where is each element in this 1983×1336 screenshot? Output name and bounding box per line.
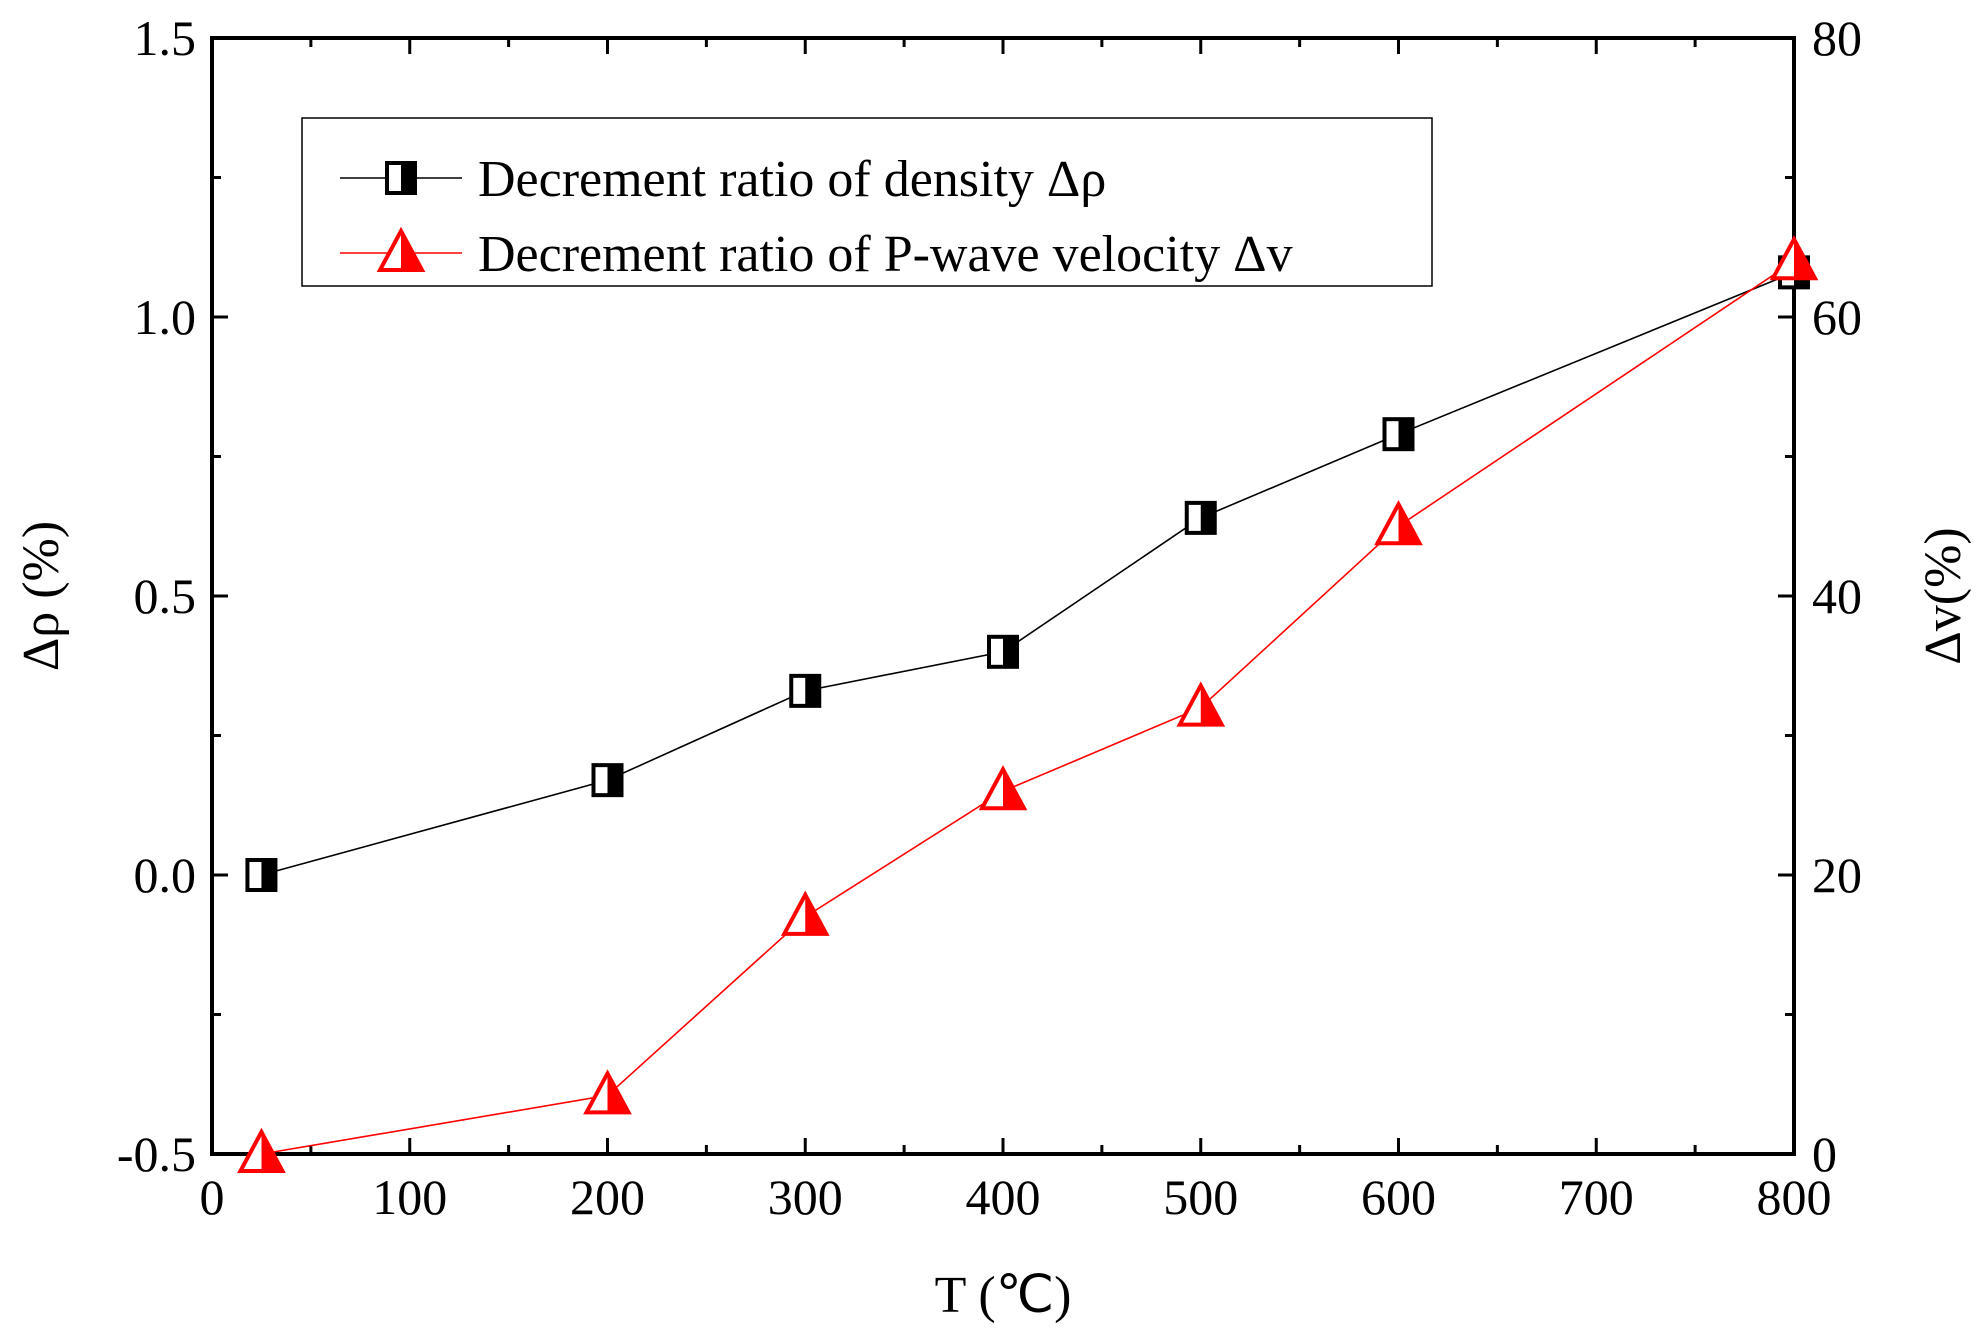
x-tick-label: 300 [768, 1169, 843, 1225]
data-point-density [1382, 417, 1415, 452]
x-tick-label: 100 [372, 1169, 447, 1225]
y-right-tick-label: 20 [1812, 847, 1862, 903]
legend-entry-density: Decrement ratio of density Δρ [340, 151, 1106, 208]
data-point-density [591, 763, 624, 798]
x-tick-label: 400 [966, 1169, 1041, 1225]
data-point-velocity [780, 890, 830, 936]
axis-ticks [210, 36, 1796, 1156]
y-left-tick-label: 1.5 [134, 10, 197, 66]
y-right-tick-label: 80 [1812, 10, 1862, 66]
data-point-velocity [237, 1127, 286, 1173]
legend-marker-velocity-shape [376, 226, 426, 272]
series-line-1 [261, 260, 1795, 1155]
data-point-density [987, 634, 1019, 669]
data-point-density [245, 858, 278, 892]
y-right-tick-label: 0 [1812, 1126, 1837, 1182]
y-axis-left-title-text: Δρ (%) [13, 521, 70, 671]
data-point-velocity [1769, 234, 1819, 281]
legend-marker-velocity [376, 226, 426, 272]
data-point-velocity [978, 765, 1028, 811]
x-tick-label: 700 [1559, 1169, 1634, 1225]
y-axis-right-title: Δv(%) [1915, 527, 1972, 664]
x-tick-label: 500 [1163, 1169, 1238, 1225]
legend-marker-density [385, 161, 417, 195]
series-line-0 [261, 271, 1795, 876]
y-right-tick-label: 60 [1812, 289, 1862, 345]
legend-entry-velocity: Decrement ratio of P-wave velocity Δv [340, 226, 1293, 283]
y-left-tick-label: 1.0 [134, 289, 197, 345]
data-point-density [789, 673, 822, 708]
x-tick-label: 200 [570, 1169, 645, 1225]
x-axis-title: T (℃) [935, 1267, 1072, 1324]
data-point-density [1184, 500, 1217, 535]
series-markers [237, 234, 1819, 1173]
data-point-velocity [583, 1069, 632, 1115]
y-right-tick-label: 40 [1812, 568, 1862, 624]
y-axis-right-title-text: Δv(%) [1915, 527, 1972, 664]
legend: Decrement ratio of density Δρ Decrement … [301, 117, 1433, 287]
x-tick-label: 800 [1757, 1169, 1832, 1225]
tick-labels: 0 100 200 300 400 500 600 700 800-0.50.00.51.01.… [117, 10, 1862, 1225]
data-point-velocity [1374, 500, 1423, 546]
y-left-tick-label: -0.5 [117, 1126, 196, 1182]
y-left-tick-label: 0.0 [134, 847, 197, 903]
y-axis-left-title: Δρ (%) [13, 521, 70, 671]
x-tick-label: 600 [1361, 1169, 1436, 1225]
y-left-tick-label: 0.5 [134, 568, 197, 624]
legend-marker-density-shape [385, 161, 417, 195]
legend-label-velocity: Decrement ratio of P-wave velocity Δv [478, 226, 1293, 283]
data-point-velocity [1176, 681, 1226, 727]
series-lines [261, 260, 1795, 1155]
legend-box [301, 117, 1433, 287]
legend-label-density: Decrement ratio of density Δρ [478, 151, 1106, 208]
x-tick-label: 0 [200, 1169, 225, 1225]
x-axis-title-text: T (℃) [935, 1267, 1072, 1324]
